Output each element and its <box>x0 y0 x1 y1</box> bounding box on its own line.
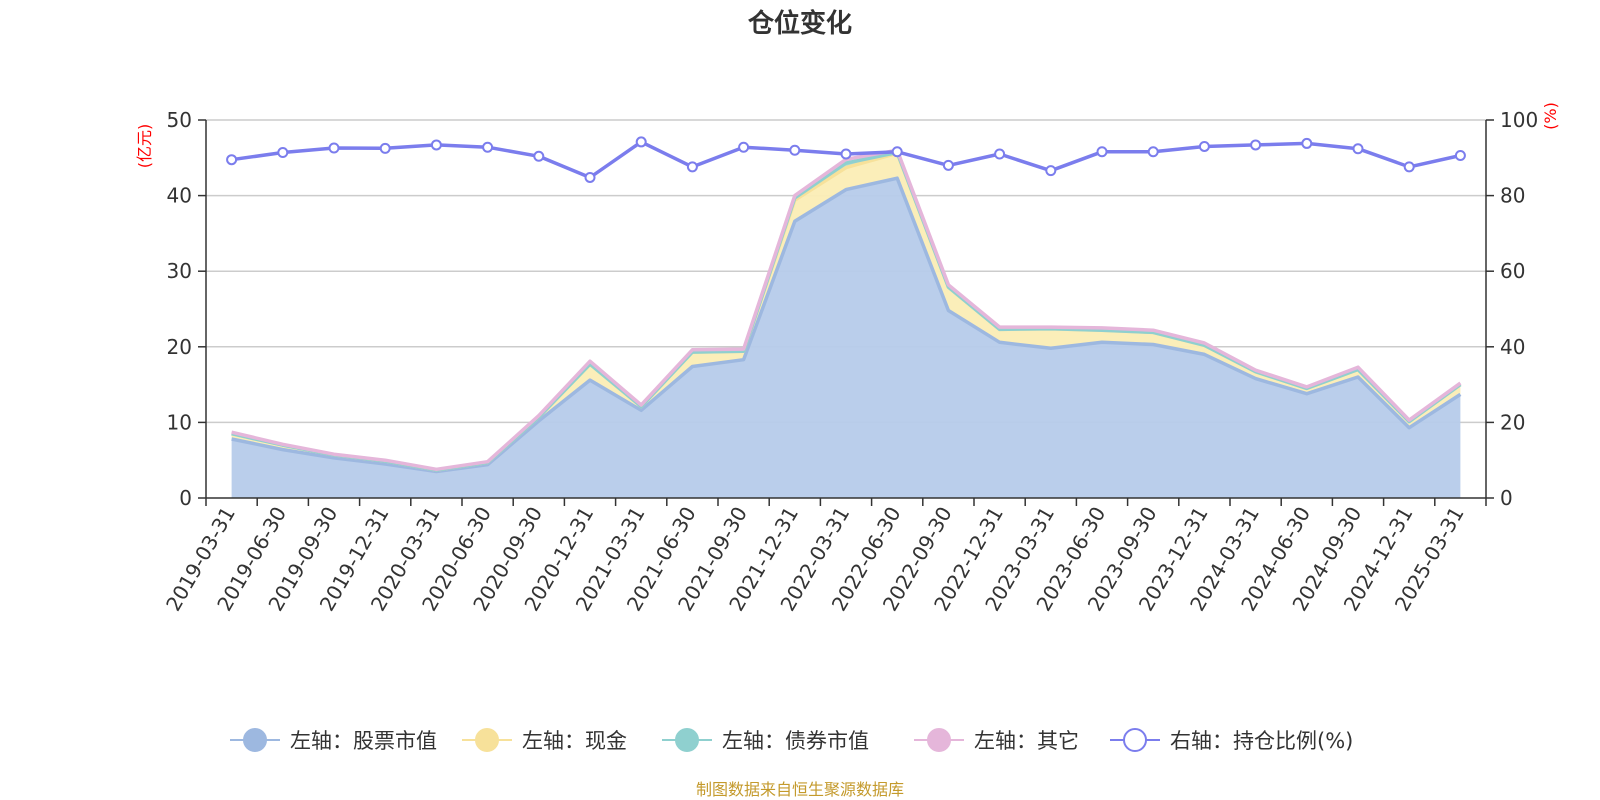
ratio-point <box>1096 146 1108 158</box>
area-series-group <box>231 150 1461 498</box>
left-tick-label: 30 <box>167 259 192 283</box>
source-note: 制图数据来自恒生聚源数据库 <box>696 780 904 799</box>
ratio-line-group <box>226 136 1466 183</box>
legend-marker-icon <box>243 728 267 752</box>
ratio-point <box>1250 139 1262 151</box>
legend-label: 左轴：其它 <box>974 729 1079 753</box>
ratio-point <box>1454 150 1466 162</box>
ratio-point <box>226 154 238 166</box>
ratio-point <box>1147 146 1159 158</box>
right-tick-label: 20 <box>1500 410 1525 434</box>
ratio-point <box>891 146 903 158</box>
ratio-point <box>430 139 442 151</box>
area-series-0 <box>231 178 1461 498</box>
left-tick-label: 50 <box>167 108 192 132</box>
ratio-point <box>789 144 801 156</box>
ratio-point <box>1403 161 1415 173</box>
legend: 左轴：股票市值 左轴：现金 左轴：债券市值 左轴：其它 右轴：持仓比例(%) <box>230 728 1353 753</box>
legend-item: 左轴：现金 <box>462 728 627 753</box>
ratio-point <box>379 142 391 154</box>
legend-item: 右轴：持仓比例(%) <box>1110 728 1353 753</box>
right-tick-label: 100 <box>1500 108 1538 132</box>
ratio-point <box>533 150 545 162</box>
ratio-point <box>1352 143 1364 155</box>
legend-label: 右轴：持仓比例(%) <box>1170 729 1353 753</box>
legend-marker-icon <box>927 728 951 752</box>
right-tick-label: 60 <box>1500 259 1525 283</box>
ratio-point <box>584 171 596 183</box>
ratio-point <box>1301 137 1313 149</box>
ratio-point <box>328 142 340 154</box>
ratio-point <box>277 147 289 159</box>
legend-label: 左轴：债券市值 <box>722 729 869 753</box>
ratio-point <box>1045 165 1057 177</box>
ratio-point <box>942 159 954 171</box>
legend-item: 左轴：其它 <box>914 728 1079 753</box>
chart-title: 仓位变化 <box>747 8 852 39</box>
left-axis-unit: (亿元) <box>135 124 154 169</box>
ratio-point <box>1198 140 1210 152</box>
ratio-point <box>840 148 852 160</box>
left-tick-label: 40 <box>167 184 192 208</box>
ratio-point <box>994 148 1006 160</box>
legend-marker-icon <box>475 728 499 752</box>
ratio-point <box>482 141 494 153</box>
left-tick-label: 0 <box>179 486 192 510</box>
ratio-point <box>686 161 698 173</box>
ratio-point <box>635 136 647 148</box>
right-axis-unit: (%) <box>1541 102 1560 130</box>
legend-item: 左轴：债券市值 <box>662 728 869 753</box>
right-tick-label: 40 <box>1500 335 1525 359</box>
right-tick-label: 0 <box>1500 486 1513 510</box>
legend-label: 左轴：股票市值 <box>290 729 437 753</box>
left-tick-label: 20 <box>167 335 192 359</box>
legend-marker-icon <box>1123 728 1147 752</box>
legend-label: 左轴：现金 <box>522 729 627 753</box>
legend-marker-icon <box>675 728 699 752</box>
legend-item: 左轴：股票市值 <box>230 728 437 753</box>
ratio-point <box>738 141 750 153</box>
left-tick-label: 10 <box>167 410 192 434</box>
right-tick-label: 80 <box>1500 184 1525 208</box>
